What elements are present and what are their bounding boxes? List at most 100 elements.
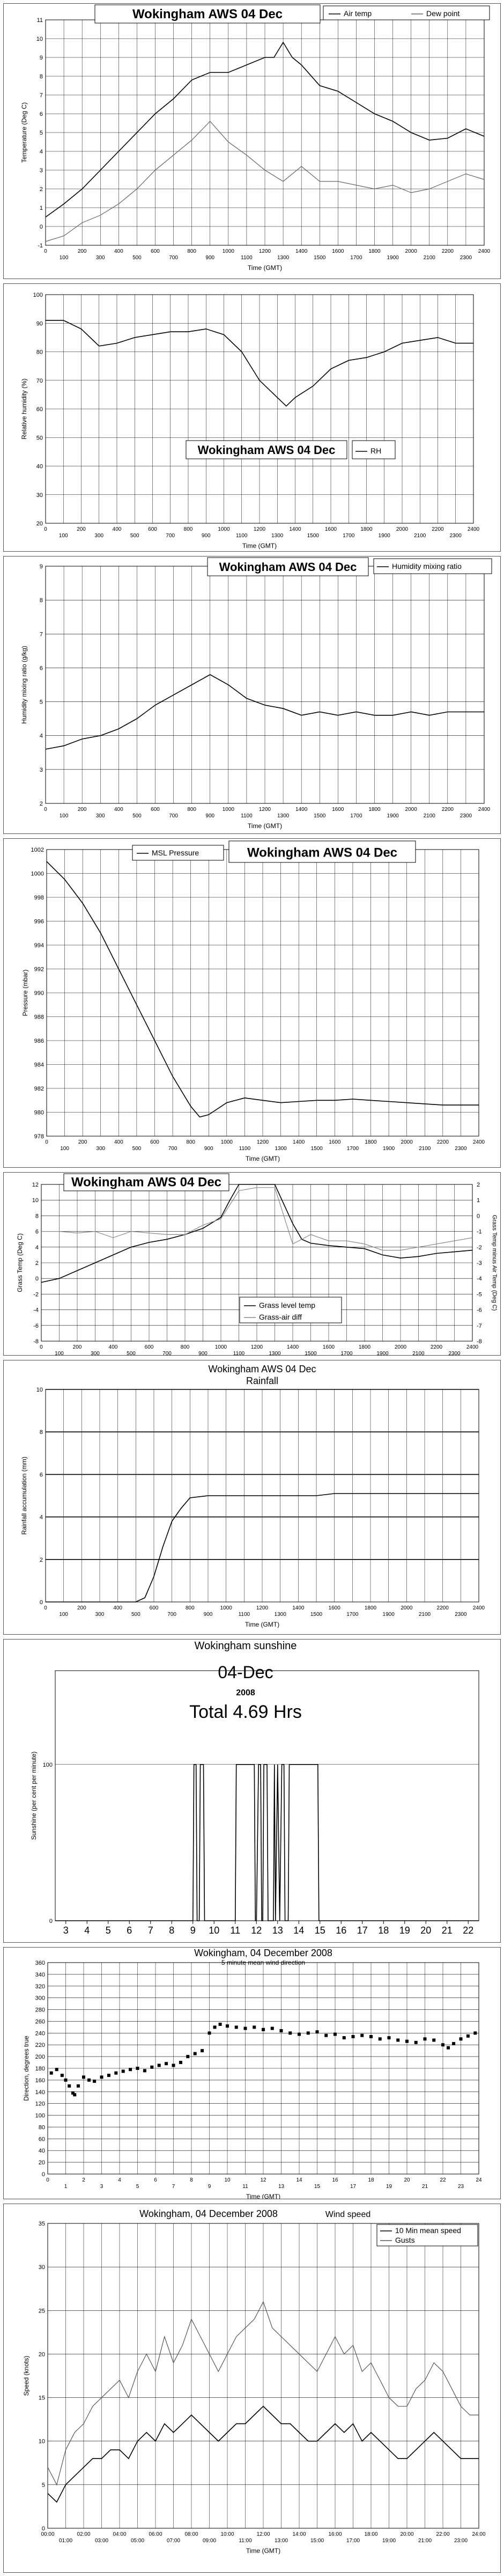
x-tick-label: 2100 bbox=[424, 255, 436, 261]
y-tick-label: 984 bbox=[34, 1062, 44, 1069]
x-tick-label: 1200 bbox=[251, 1344, 263, 1350]
x-tick-label: 1400 bbox=[292, 1605, 305, 1611]
x-tick-label: 100 bbox=[60, 255, 69, 261]
data-point bbox=[405, 2039, 409, 2043]
data-point bbox=[351, 2035, 355, 2038]
chart-panel-grass-temp: -8 -6 -4 -2 0 2 4 6 8 10 12 0 100 200 300 400 500 600 700 8… bbox=[3, 1172, 501, 1356]
x-tick-label: 500 bbox=[130, 533, 139, 539]
x-tick-label: 08:00 bbox=[184, 2531, 198, 2537]
y-tick-label: 7 bbox=[40, 631, 43, 638]
chart-title: Wokingham AWS 04 Dec bbox=[208, 1364, 316, 1374]
data-point bbox=[165, 2062, 168, 2066]
x-tick-label: 0 bbox=[44, 1605, 47, 1611]
y-tick-label: 2 bbox=[40, 1557, 43, 1563]
x-tick-label: 14 bbox=[296, 2177, 302, 2183]
data-point bbox=[473, 2031, 477, 2035]
x-tick-label: 2200 bbox=[432, 526, 444, 532]
x-tick-label: 1500 bbox=[310, 1612, 323, 1618]
chart-svg: 0 5 10 15 20 25 30 35 00:00 01:00 02:00 03:00 04:00 0… bbox=[23, 2208, 486, 2555]
y-tick-label: 2 bbox=[40, 801, 43, 807]
data-point bbox=[432, 2038, 436, 2042]
data-point bbox=[423, 2037, 427, 2041]
y-axis-label: Rainfall accumulation (mm) bbox=[20, 1457, 28, 1534]
legend-label: Grass level temp bbox=[259, 1301, 315, 1309]
x-tick-label: 16 bbox=[336, 1925, 346, 1936]
x-tick-label: 1700 bbox=[350, 255, 362, 261]
x-tick-label: 600 bbox=[151, 807, 160, 813]
x-tick-label: 24:00 bbox=[472, 2531, 485, 2537]
x-tick-label: 13:00 bbox=[275, 2538, 288, 2544]
x-tick-label: 900 bbox=[198, 1351, 207, 1355]
y-axis-label: Temperature (Deg C) bbox=[20, 103, 28, 163]
y2-tick-label: -5 bbox=[477, 1291, 482, 1298]
x-tick-label: 12:00 bbox=[256, 2531, 270, 2537]
y-tick-label: -1 bbox=[38, 243, 43, 249]
y-tick-label: 992 bbox=[34, 967, 44, 973]
series-line bbox=[46, 320, 473, 407]
title-box bbox=[63, 1173, 229, 1191]
y-tick-label: 0 bbox=[40, 224, 43, 230]
x-tick-label: 1100 bbox=[236, 533, 248, 539]
x-tick-label: 20 bbox=[404, 2177, 410, 2183]
y-tick-label: 25 bbox=[39, 2308, 45, 2314]
data-point bbox=[226, 2024, 229, 2028]
x-tick-label: 1400 bbox=[295, 807, 308, 813]
y-tick-label: 7 bbox=[40, 92, 43, 99]
legend-label: 10 Min mean speed bbox=[395, 2226, 461, 2235]
chart-annotation: Total 4.69 Hrs bbox=[189, 1702, 302, 1722]
x-tick-label: 700 bbox=[168, 1146, 177, 1152]
x-tick-label: 5 bbox=[136, 2184, 139, 2190]
y-tick-label: 200 bbox=[35, 2054, 45, 2060]
x-tick-label: 02:00 bbox=[77, 2531, 90, 2537]
x-tick-label: 2300 bbox=[450, 533, 462, 539]
x-tick-label: 2100 bbox=[419, 1612, 431, 1618]
x-tick-label: 600 bbox=[151, 248, 160, 254]
series-line bbox=[41, 1184, 473, 1283]
legend bbox=[376, 2224, 478, 2246]
data-point bbox=[279, 2029, 283, 2032]
x-tick-label: 1100 bbox=[233, 1351, 245, 1355]
x-tick-label: 1100 bbox=[239, 1146, 251, 1152]
y-tick-label: 20 bbox=[39, 2351, 45, 2358]
y-tick-label: 4 bbox=[35, 1245, 39, 1251]
x-tick-label: 12 bbox=[251, 1925, 262, 1936]
legend bbox=[132, 845, 224, 861]
x-tick-label: 15:00 bbox=[310, 2538, 324, 2544]
x-tick-label: 900 bbox=[202, 533, 211, 539]
x-tick-label: 2300 bbox=[455, 1146, 467, 1152]
x-tick-label: 2200 bbox=[442, 248, 454, 254]
y-tick-label: 11 bbox=[37, 17, 43, 24]
x-tick-label: 1100 bbox=[241, 813, 253, 819]
chart-panel-rainfall: 0 2 4 6 8 10 0 100 200 300 400 500 600 700 800 900 1000 1… bbox=[3, 1360, 501, 1635]
x-tick-label: 2400 bbox=[473, 1605, 485, 1611]
legend bbox=[373, 558, 492, 574]
x-tick-label: 0 bbox=[44, 248, 47, 254]
y-axis-label: Relative humidity (%) bbox=[20, 378, 28, 439]
chart-title: Wokingham sunshine bbox=[195, 1640, 297, 1652]
legend-label: Humidity mixing ratio bbox=[392, 562, 462, 570]
x-tick-label: 17 bbox=[350, 2184, 357, 2190]
y-tick-label: 6 bbox=[40, 111, 43, 118]
y-tick-label: 160 bbox=[35, 2077, 45, 2084]
x-tick-label: 2100 bbox=[419, 1146, 431, 1152]
data-point bbox=[193, 2052, 197, 2055]
title-box bbox=[186, 440, 347, 459]
y-tick-label: 50 bbox=[36, 435, 43, 441]
data-point bbox=[360, 2033, 364, 2037]
data-point bbox=[93, 2080, 97, 2083]
y-tick-label: 260 bbox=[35, 2018, 45, 2025]
data-point bbox=[73, 2093, 77, 2097]
chart-subtitle: 04-Dec bbox=[218, 1663, 273, 1682]
y2-tick-label: -8 bbox=[477, 1338, 482, 1345]
y-axis-label: Sunshine (per cent per minute) bbox=[30, 1752, 38, 1840]
x-tick-label: 4 bbox=[118, 2177, 121, 2183]
x-tick-label: 1600 bbox=[332, 248, 344, 254]
x-tick-label: 1600 bbox=[329, 1139, 341, 1145]
x-tick-label: 15 bbox=[315, 1925, 325, 1936]
x-tick-label: 15 bbox=[314, 2184, 321, 2190]
x-tick-label: 1300 bbox=[269, 1351, 281, 1355]
x-tick-label: 1300 bbox=[275, 1146, 287, 1152]
data-point bbox=[129, 2068, 132, 2072]
data-point bbox=[234, 2025, 238, 2029]
x-tick-label: 200 bbox=[77, 526, 86, 532]
